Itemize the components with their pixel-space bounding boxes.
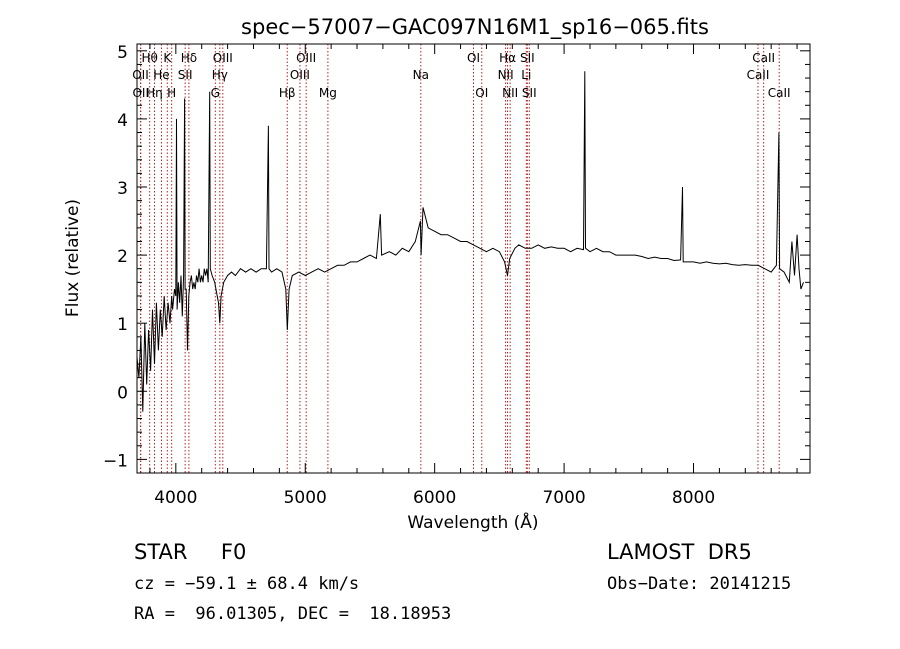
line-label-oiii: OIII [290, 68, 310, 82]
line-label-na: Na [413, 68, 429, 82]
survey-name: LAMOST DR5 [607, 540, 752, 564]
x-tick-label: 5000 [284, 488, 327, 508]
line-label-caii: CaII [752, 51, 775, 65]
x-axis-label: Wavelength (Å) [407, 511, 538, 533]
y-tick-label: 5 [117, 43, 128, 63]
x-tick-label: 7000 [542, 488, 585, 508]
line-label-nii: NII [498, 68, 514, 82]
line-label-hβ: Hβ [279, 86, 296, 100]
y-tick-label: 3 [117, 179, 128, 199]
line-label-hη: Hη [146, 86, 163, 100]
chart-title: spec−57007−GAC097N16M1_sp16−065.fits [241, 15, 709, 40]
redshift-readout: cz = −59.1 ± 68.4 km/s [134, 574, 360, 594]
y-axis-ticks: −1 0 1 2 3 4 5 [103, 43, 810, 471]
line-label-sii: SII [522, 86, 537, 100]
y-tick-label: −1 [103, 451, 128, 471]
y-tick-label: 1 [117, 315, 128, 335]
line-label-oii: OII [132, 68, 149, 82]
line-label-h: H [167, 86, 176, 100]
line-label-k: K [163, 51, 172, 65]
line-label-hα: Hα [499, 51, 516, 65]
x-axis-ticks: 4000 5000 6000 7000 8000 [149, 44, 798, 508]
y-tick-label: 4 [117, 111, 128, 131]
line-label-oi: OI [467, 51, 480, 65]
x-tick-label: 4000 [154, 488, 197, 508]
line-label-hγ: Hγ [212, 68, 228, 82]
line-label-li: Li [521, 68, 531, 82]
line-label-g: G [211, 86, 220, 100]
x-tick-label: 8000 [672, 488, 715, 508]
line-label-nii: NII [502, 86, 518, 100]
y-tick-label: 0 [117, 383, 128, 403]
coordinates-readout: RA = 96.01305, DEC = 18.18953 [134, 604, 452, 624]
observation-date: Obs−Date: 20141215 [607, 574, 792, 594]
line-label-mg: Mg [319, 86, 337, 100]
line-label-sii: SII [520, 51, 535, 65]
y-tick-label: 2 [117, 247, 128, 267]
plot-frame [136, 43, 811, 474]
line-label-oiii: OIII [296, 51, 316, 65]
spectrum-line [136, 71, 804, 412]
line-label-hθ: Hθ [141, 51, 157, 65]
line-label-hδ: Hδ [181, 51, 197, 65]
line-label-oiii: OIII [213, 51, 233, 65]
line-label-caii: CaII [747, 68, 770, 82]
line-label-he: He [153, 68, 169, 82]
x-tick-label: 6000 [413, 488, 456, 508]
line-label-caii: CaII [768, 86, 791, 100]
line-label-oi: OI [475, 86, 488, 100]
object-class: STAR F0 [134, 540, 247, 564]
y-axis-label: Flux (relative) [63, 199, 83, 317]
line-label-sii: SII [178, 68, 193, 82]
